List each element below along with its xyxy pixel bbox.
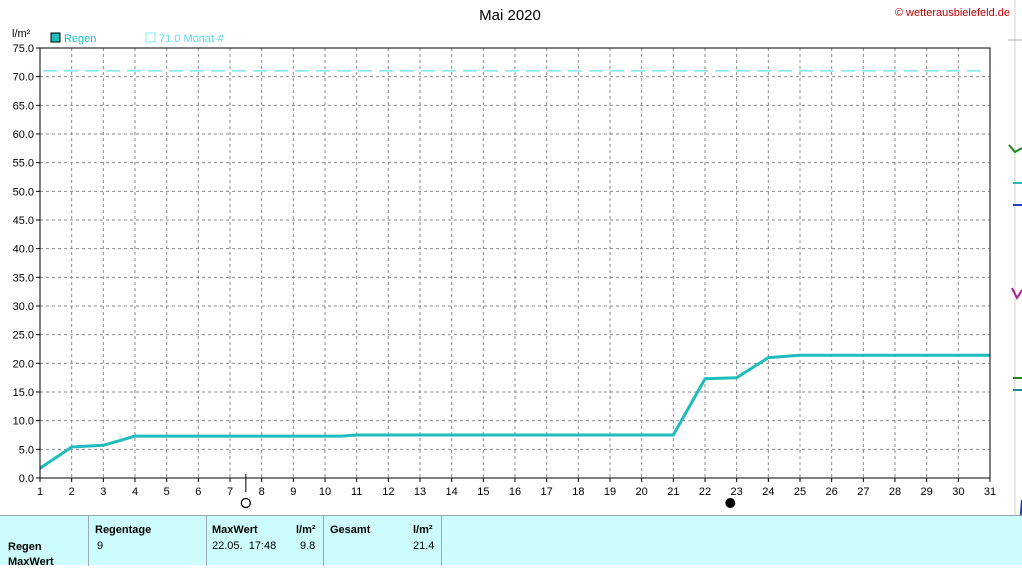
x-tick-label: 20 (636, 486, 648, 498)
side-legend-strip (1008, 0, 1022, 561)
x-tick-label: 23 (731, 486, 743, 498)
stats-table: Regentage MaxWert l/m² Gesamt l/m² Regen… (0, 515, 1022, 568)
x-tick-label: 22 (699, 486, 711, 498)
y-tick-label: 50.0 (13, 186, 34, 198)
y-axis-unit-label: l/m² (12, 28, 31, 40)
y-tick-label: 20.0 (13, 358, 34, 370)
y-tick-label: 70.0 (13, 72, 34, 84)
x-tick-label: 3 (100, 486, 106, 498)
x-tick-label: 16 (509, 486, 521, 498)
x-tick-label: 13 (414, 486, 426, 498)
x-tick-label: 25 (794, 486, 806, 498)
plot-frame (39, 47, 991, 479)
series-group (39, 353, 990, 470)
x-tick-label: 9 (290, 486, 296, 498)
x-tick-label: 24 (762, 486, 774, 498)
y-tick-label: 15.0 (13, 387, 34, 399)
y-tick-label: 75.0 (13, 43, 34, 55)
x-tick-label: 10 (319, 486, 331, 498)
rain-chart: Mai 2020 © wetterausbielefeld.de l/m² Re… (12, 7, 1010, 509)
legend-reference-label: 71.0 Monat-# (159, 33, 225, 45)
legend-regen-label: Regen (64, 33, 96, 45)
y-tick-label: 60.0 (13, 129, 34, 141)
y-tick-label: 55.0 (13, 158, 34, 170)
gesamt-value: 21.4 (413, 540, 435, 552)
x-tick-label: 30 (952, 486, 964, 498)
header-gesamt: Gesamt (330, 524, 371, 536)
chart-title: Mai 2020 (479, 7, 541, 24)
copyright-link[interactable]: © wetterausbielefeld.de (895, 7, 1010, 19)
x-tick-label: 8 (259, 486, 265, 498)
x-tick-label: 27 (857, 486, 869, 498)
y-tick-label: 35.0 (13, 272, 34, 284)
series-line-regen (39, 353, 990, 470)
header-gesamt-unit: l/m² (413, 524, 433, 536)
moon-phase-markers (240, 474, 736, 509)
x-tick-label: 31 (984, 486, 996, 498)
regentage-value: 9 (97, 540, 104, 552)
maxwert-value: 9.8 (300, 540, 316, 552)
x-tick-label: 6 (195, 486, 201, 498)
grid (40, 48, 990, 478)
legend: Regen 71.0 Monat-# (50, 32, 225, 45)
x-tick-label: 4 (132, 486, 138, 498)
x-tick-label: 5 (164, 486, 170, 498)
row-label-maxwert: MaxWert (8, 556, 54, 568)
x-tick-label: 7 (227, 486, 233, 498)
y-axis-ticks: 0.0 5.0 10.0 15.0 20.0 25.0 30.0 35.0 40.0 45.0 50… (13, 43, 40, 485)
header-regentage: Regentage (95, 524, 152, 536)
y-tick-label: 25.0 (13, 330, 34, 342)
stats-divider (441, 516, 442, 566)
moon-open-circle-icon (240, 497, 251, 509)
stats-divider (88, 516, 89, 566)
y-tick-label: 0.0 (19, 473, 34, 485)
y-tick-label: 65.0 (13, 100, 34, 112)
row-label-regen: Regen (8, 541, 42, 553)
header-maxwert-unit: l/m² (296, 524, 316, 536)
y-tick-label: 10.0 (13, 416, 34, 428)
legend-reference-swatch (145, 32, 156, 43)
x-tick-label: 1 (37, 486, 43, 498)
x-tick-label: 17 (541, 486, 553, 498)
stats-divider (323, 516, 324, 566)
x-tick-label: 19 (604, 486, 616, 498)
legend-regen-swatch (50, 32, 61, 43)
x-tick-label: 21 (667, 486, 679, 498)
x-tick-label: 28 (889, 486, 901, 498)
header-maxwert: MaxWert (212, 524, 258, 536)
stats-divider (206, 516, 207, 566)
maxwert-date: 22.05. 17:48 (212, 540, 277, 552)
x-tick-label: 29 (921, 486, 933, 498)
x-tick-label: 11 (351, 486, 362, 498)
y-tick-label: 5.0 (19, 444, 34, 456)
x-tick-label: 2 (69, 486, 75, 498)
moon-filled-circle-icon (725, 498, 736, 508)
y-tick-label: 40.0 (13, 244, 34, 256)
x-tick-label: 18 (572, 486, 584, 498)
x-tick-label: 14 (446, 486, 458, 498)
x-tick-label: 26 (826, 486, 838, 498)
x-tick-label: 15 (477, 486, 489, 498)
y-tick-label: 30.0 (13, 301, 34, 313)
x-tick-label: 12 (382, 486, 394, 498)
x-axis-ticks: 1 2 3 4 5 6 7 8 9 10 11 12 13 14 15 16 17 18 19 20 21 22 23 24 2… (37, 478, 996, 498)
y-tick-label: 45.0 (13, 215, 34, 227)
